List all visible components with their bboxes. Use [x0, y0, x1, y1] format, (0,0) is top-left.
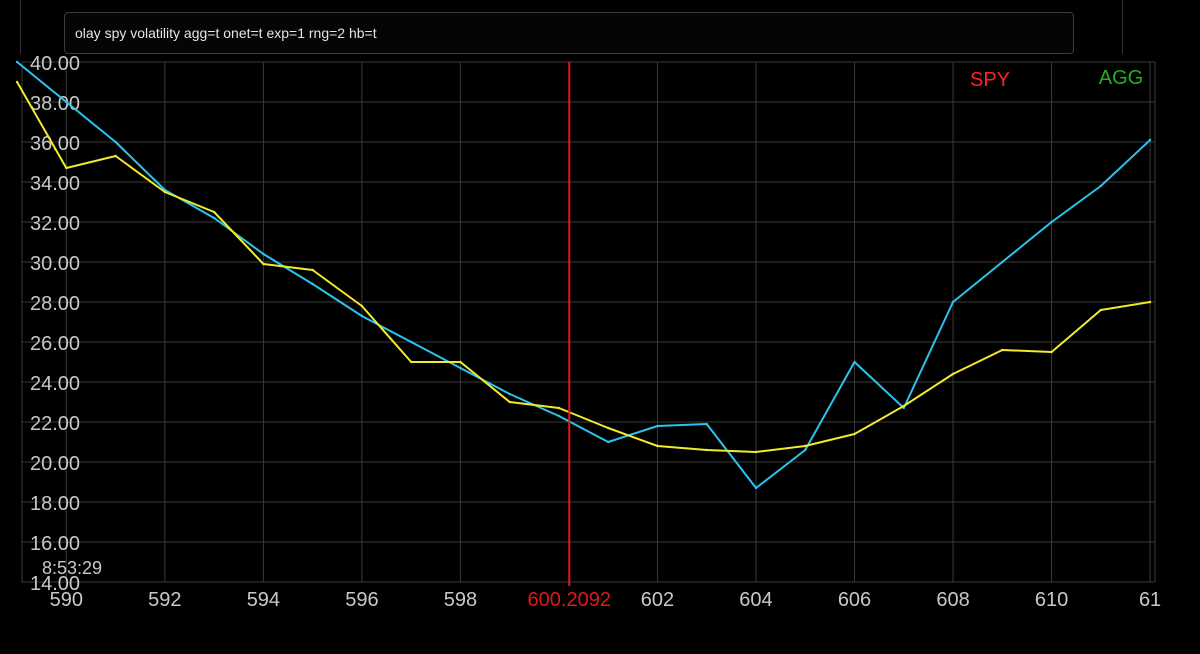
- y-tick-label: 38.00: [30, 93, 80, 115]
- y-tick-label: 40.00: [30, 53, 80, 75]
- series-2-point: [508, 400, 511, 404]
- series-1-point: [607, 440, 610, 444]
- x-tick-label: 608: [936, 589, 969, 611]
- series-2-point: [951, 372, 955, 376]
- series-1-point: [459, 366, 462, 370]
- series-2-point: [262, 262, 265, 266]
- timestamp-label: 8:53:29: [42, 558, 102, 578]
- y-axis-ticks: 14.00 16.00 18.00 20.00 22.00 24.00 26.00 28.00…: [30, 53, 80, 595]
- left-divider: [20, 0, 21, 54]
- y-tick-label: 22.00: [30, 413, 80, 435]
- series-2-point: [360, 304, 364, 308]
- series-1-point: [1099, 184, 1103, 188]
- series-1-point: [212, 216, 216, 220]
- series-1-point: [65, 100, 68, 104]
- series-1-point: [114, 140, 117, 144]
- series-2-point: [1001, 348, 1004, 352]
- x-tick-label: 594: [247, 589, 280, 611]
- series-2-point: [804, 444, 807, 448]
- series-1-point: [557, 414, 561, 418]
- series-2-point: [15, 80, 19, 84]
- series-lines: [15, 60, 1152, 490]
- series-1-point: [951, 300, 955, 304]
- series-1-point: [1050, 220, 1053, 224]
- series-2-point: [65, 166, 68, 170]
- y-tick-label: 28.00: [30, 293, 80, 315]
- x-tick-label: 590: [50, 589, 83, 611]
- y-tick-label: 24.00: [30, 373, 80, 395]
- x-tick-label: 61: [1139, 589, 1161, 611]
- x-tick-label: 602: [641, 589, 674, 611]
- x-tick-label: 592: [148, 589, 181, 611]
- series-1-point: [754, 486, 758, 490]
- command-text: olay spy volatility agg=t onet=t exp=1 r…: [75, 25, 377, 41]
- y-tick-label: 34.00: [30, 173, 80, 195]
- series-2-point: [409, 360, 413, 364]
- series-2-point: [114, 154, 117, 158]
- y-tick-label: 32.00: [30, 213, 80, 235]
- x-axis-ticks: 590 592 594 596 598 602 604 606 608 610 61: [50, 589, 1162, 611]
- series-2-point: [902, 404, 905, 408]
- series-2-point: [557, 406, 561, 410]
- right-divider: [1122, 0, 1123, 54]
- y-tick-label: 36.00: [30, 133, 80, 155]
- series-1-point: [15, 60, 19, 64]
- x-tick-label: 610: [1035, 589, 1068, 611]
- x-tick-label: 604: [739, 589, 772, 611]
- y-tick-label: 26.00: [30, 333, 80, 355]
- x-tick-label: 598: [444, 589, 477, 611]
- series-1-point: [1001, 260, 1004, 264]
- series-1-point: [409, 340, 413, 344]
- series-1-point: [705, 422, 708, 426]
- series-2-point: [1099, 308, 1103, 312]
- series-1-point: [311, 282, 314, 286]
- series-2-point: [1050, 350, 1053, 354]
- series-1-point: [656, 424, 659, 428]
- series-2-point: [311, 268, 314, 272]
- series-1-point: [853, 360, 856, 364]
- y-tick-label: 18.00: [30, 493, 80, 515]
- series-2-point: [754, 450, 758, 454]
- series-2-point: [163, 190, 167, 194]
- legend: SPY AGG: [970, 67, 1143, 91]
- marker-label: 600.2092: [528, 589, 611, 611]
- series-1-point: [360, 314, 364, 318]
- x-tick-label: 606: [838, 589, 871, 611]
- series-2-point: [705, 448, 708, 452]
- grid: [21, 61, 1156, 583]
- command-input[interactable]: olay spy volatility agg=t onet=t exp=1 r…: [64, 12, 1074, 54]
- x-tick-label: 596: [345, 589, 378, 611]
- y-tick-label: 20.00: [30, 453, 80, 475]
- series-1-point: [1148, 138, 1152, 142]
- series-2-point: [212, 210, 216, 214]
- series-line-1: [16, 61, 1151, 489]
- y-tick-label: 30.00: [30, 253, 80, 275]
- legend-agg: AGG: [1099, 67, 1143, 89]
- series-2-point: [459, 360, 462, 364]
- marker-label-bg: [517, 586, 622, 612]
- price-marker: 600.2092: [517, 62, 622, 612]
- series-2-point: [607, 426, 610, 430]
- y-tick-label: 14.00: [30, 573, 80, 595]
- legend-spy: SPY: [970, 69, 1010, 91]
- plot-frame: [21, 61, 1156, 583]
- series-1-point: [262, 252, 265, 256]
- series-2-point: [853, 432, 856, 436]
- series-1-point: [508, 392, 511, 396]
- series-2-point: [1148, 300, 1152, 304]
- series-1-point: [804, 448, 807, 452]
- series-2-point: [656, 444, 659, 448]
- series-line-2: [16, 81, 1151, 453]
- y-tick-label: 16.00: [30, 533, 80, 555]
